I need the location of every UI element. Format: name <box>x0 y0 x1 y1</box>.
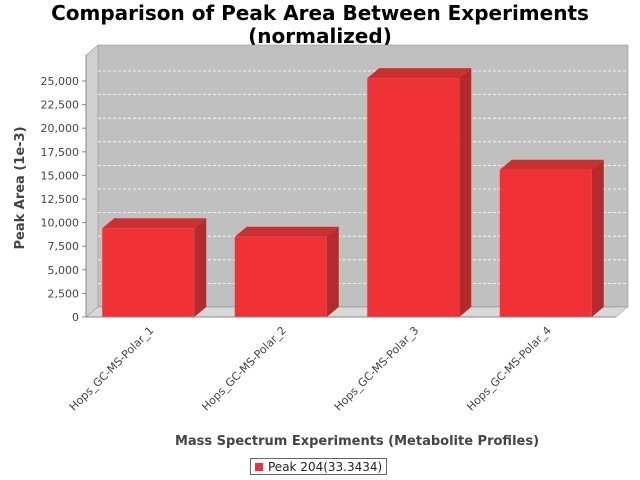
chart-title: Comparison of Peak Area Between Experime… <box>0 2 640 48</box>
y-tick-label: 7,500 <box>48 240 80 253</box>
bar <box>102 218 207 317</box>
x-tick-label: Hops_GC-MS-Polar_4 <box>464 324 554 414</box>
y-tick-label: 2,500 <box>48 287 80 300</box>
x-tick-label: Hops_GC-MS-Polar_3 <box>332 324 422 414</box>
bar-side <box>326 226 339 317</box>
y-axis-label: Peak Area (1e-3) <box>13 126 28 249</box>
bar-side <box>591 159 604 317</box>
y-tick-label: 25,000 <box>41 75 80 88</box>
bar-front <box>102 228 195 317</box>
legend: Peak 204(33.3434) <box>250 458 388 475</box>
bar-top <box>367 68 472 79</box>
y-tick-label: 12,500 <box>41 193 80 206</box>
bar-side <box>459 68 472 317</box>
bar <box>367 68 472 317</box>
legend-swatch <box>255 462 263 471</box>
bar-top <box>499 159 604 170</box>
y-tick-label: 15,000 <box>41 169 80 182</box>
x-axis-label: Mass Spectrum Experiments (Metabolite Pr… <box>175 434 539 449</box>
plot-left-wall <box>85 44 99 318</box>
bar-front <box>367 78 460 317</box>
y-axis: 0 2,500 5,000 7,500 10,000 12,500 15,000 17,500… <box>41 55 87 324</box>
chart-title-line-2: (normalized) <box>248 24 392 48</box>
bar-top <box>234 226 339 237</box>
bar <box>499 159 604 317</box>
y-tick-label: 22,500 <box>41 99 80 112</box>
legend-label: Peak 204(33.3434) <box>268 459 383 474</box>
bars <box>102 68 604 317</box>
x-tick-label: Hops_GC-MS-Polar_2 <box>199 324 289 414</box>
x-axis: Hops_GC-MS-Polar_1 Hops_GC-MS-Polar_2 Hops… <box>67 316 616 414</box>
bar-front <box>499 169 592 317</box>
y-tick-label: 5,000 <box>48 264 80 277</box>
y-tick-label: 10,000 <box>41 217 80 230</box>
bar-front <box>234 236 327 317</box>
bar <box>234 226 339 317</box>
x-tick-label: Hops_GC-MS-Polar_1 <box>67 324 157 414</box>
y-tick-label: 0 <box>72 311 79 324</box>
y-tick-label: 17,500 <box>41 146 80 159</box>
bar-side <box>194 218 207 317</box>
chart-title-line-1: Comparison of Peak Area Between Experime… <box>51 1 589 25</box>
y-tick-label: 20,000 <box>41 122 80 135</box>
bar-top <box>102 218 207 229</box>
